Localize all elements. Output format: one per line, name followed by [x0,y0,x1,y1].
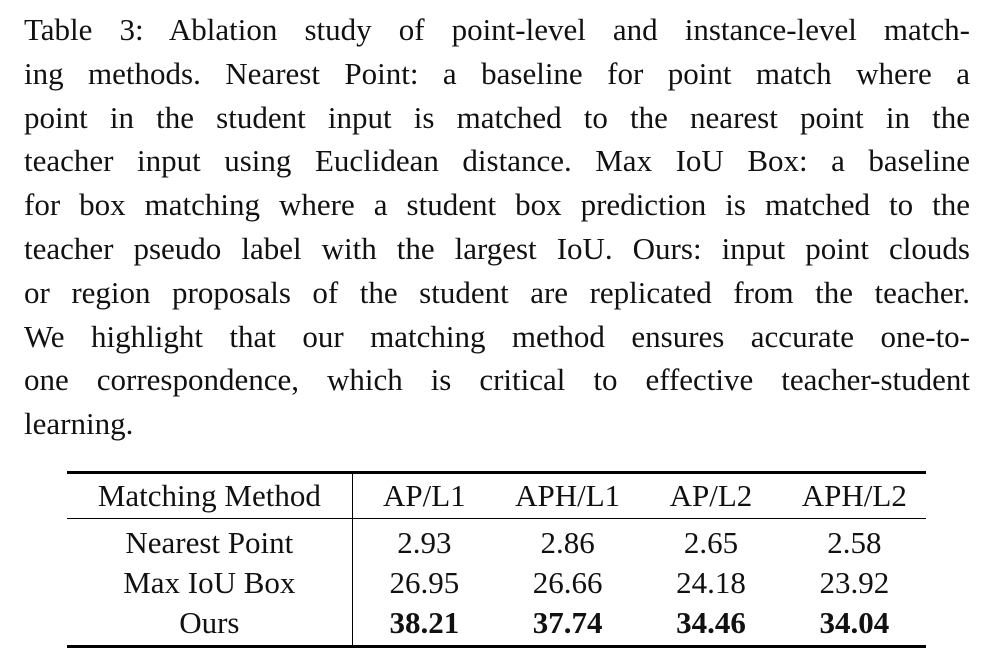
row-method: Max IoU Box [67,563,353,603]
caption-line: Table 3: Ablation study of point-level a… [24,12,970,47]
results-table-container: Matching Method AP/L1 APH/L1 AP/L2 APH/L… [67,471,926,648]
caption-line: one correspondence, which is critical to… [24,362,970,398]
caption-line: teacher input using Euclidean distance. … [24,143,970,179]
cell-aph-l2: 2.58 [827,525,882,560]
table-caption: Table 3: Ablation study of point-level a… [24,8,970,446]
cell-aph-l2: 23.92 [819,565,890,600]
row-method: Nearest Point [67,518,353,563]
cell-aph-l1: 37.74 [532,605,603,640]
table-row: Ours 38.21 37.74 34.46 34.04 [67,603,926,647]
header-aph-l1: APH/L1 [495,472,640,519]
table-header-row: Matching Method AP/L1 APH/L1 AP/L2 APH/L… [67,472,926,519]
header-ap-l2: AP/L2 [639,472,783,519]
table-row: Nearest Point 2.93 2.86 2.65 2.58 [67,518,926,563]
cell-aph-l2: 34.04 [819,605,890,640]
caption-line: or region proposals of the student are r… [24,274,970,310]
caption-line: point in the student input is matched to… [24,99,970,135]
cell-ap-l1: 2.93 [397,525,452,560]
results-table: Matching Method AP/L1 APH/L1 AP/L2 APH/L… [67,471,926,648]
header-aph-l2: APH/L2 [782,472,926,519]
cell-ap-l1: 38.21 [389,605,460,640]
header-ap-l1: AP/L1 [352,472,496,519]
caption-line: learning. [24,406,134,442]
table-row: Max IoU Box 26.95 26.66 24.18 23.92 [67,563,926,603]
cell-ap-l2: 24.18 [676,565,746,600]
row-method: Ours [67,603,353,647]
caption-line: We highlight that our matching method en… [24,318,970,354]
cell-ap-l2: 34.46 [676,605,746,640]
caption-line: for box matching where a student box pre… [24,187,970,223]
caption-line: teacher pseudo label with the largest Io… [24,230,970,266]
cell-aph-l1: 2.86 [540,525,595,560]
caption-line: ing methods. Nearest Point: a baseline f… [24,55,970,91]
cell-aph-l1: 26.66 [532,565,603,600]
header-matching-method: Matching Method [67,472,353,519]
cell-ap-l1: 26.95 [389,565,460,600]
cell-ap-l2: 2.65 [683,525,739,560]
